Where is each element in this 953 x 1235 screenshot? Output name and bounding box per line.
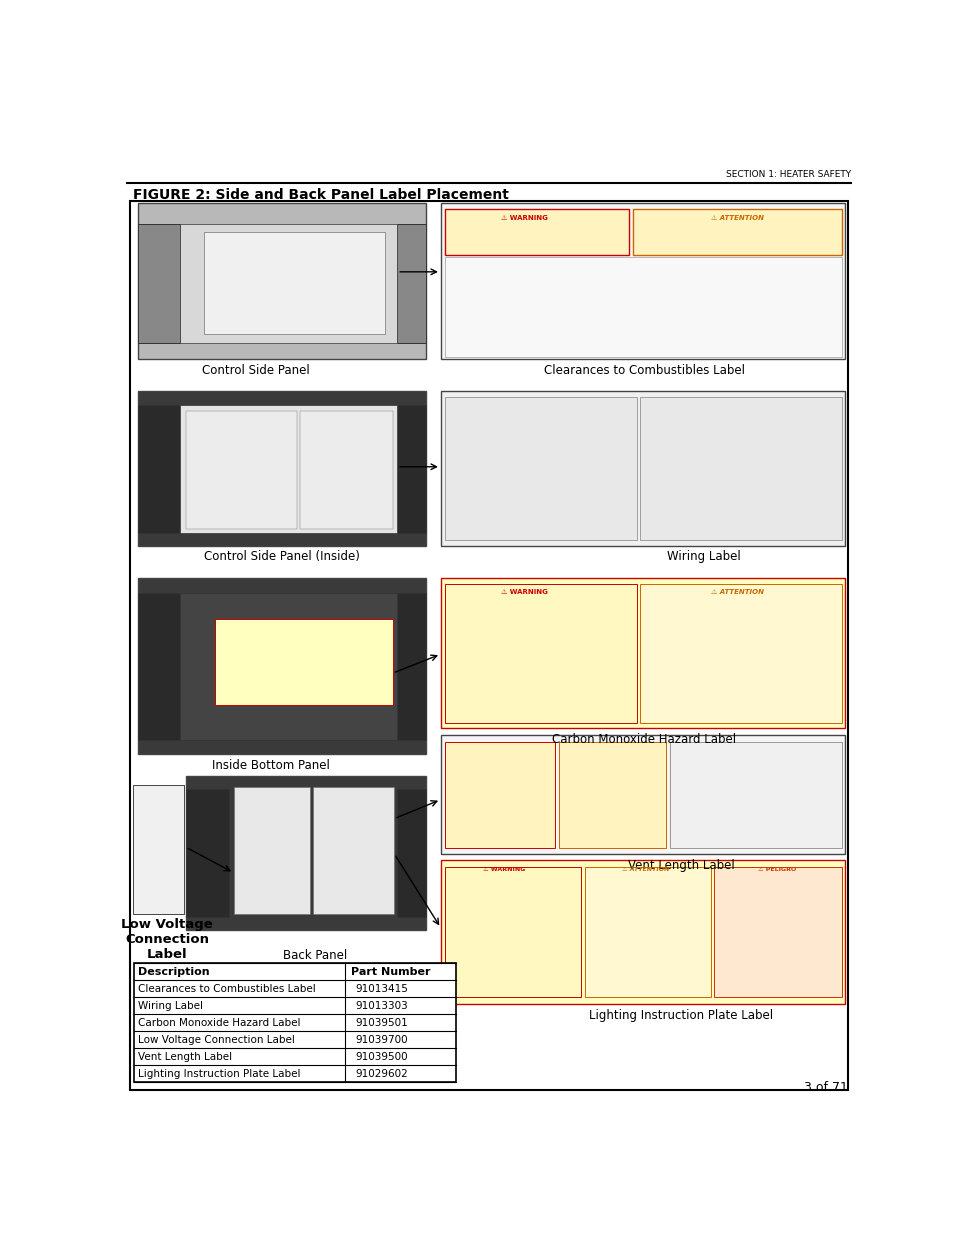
- Bar: [444, 741, 555, 848]
- Bar: [558, 741, 665, 848]
- Bar: [444, 209, 629, 254]
- Text: Lighting Instruction Plate Label: Lighting Instruction Plate Label: [137, 1068, 300, 1078]
- Bar: [186, 411, 296, 529]
- Text: Carbon Monoxide Hazard Label: Carbon Monoxide Hazard Label: [552, 734, 736, 746]
- Bar: [639, 584, 841, 722]
- Text: Vent Length Label: Vent Length Label: [137, 1051, 232, 1062]
- Bar: [137, 578, 426, 753]
- Text: ⚠ WARNING: ⚠ WARNING: [500, 215, 547, 221]
- Text: Back Panel: Back Panel: [283, 948, 347, 962]
- Text: Clearances to Combustibles Label: Clearances to Combustibles Label: [137, 983, 315, 994]
- Bar: [440, 578, 844, 729]
- Bar: [444, 867, 580, 998]
- Bar: [444, 398, 636, 540]
- Text: ⚠ ATTENTION: ⚠ ATTENTION: [710, 215, 763, 221]
- Bar: [186, 789, 229, 916]
- Text: SECTION 1: HEATER SAFETY: SECTION 1: HEATER SAFETY: [725, 169, 850, 179]
- Bar: [300, 411, 393, 529]
- Text: Inside Bottom Panel: Inside Bottom Panel: [212, 758, 330, 772]
- Bar: [633, 209, 841, 254]
- Text: Wiring Label: Wiring Label: [137, 1000, 203, 1010]
- Bar: [584, 867, 710, 998]
- Bar: [180, 405, 396, 534]
- Text: Lighting Instruction Plate Label: Lighting Instruction Plate Label: [588, 1009, 773, 1021]
- Bar: [669, 741, 841, 848]
- Text: Part Number: Part Number: [351, 967, 430, 977]
- Bar: [204, 232, 385, 333]
- Bar: [137, 204, 426, 359]
- Bar: [396, 593, 426, 740]
- Text: 91039700: 91039700: [355, 1035, 408, 1045]
- Text: 91013415: 91013415: [355, 983, 408, 994]
- Text: 91039500: 91039500: [355, 1051, 408, 1062]
- Text: FIGURE 2: Side and Back Panel Label Placement: FIGURE 2: Side and Back Panel Label Plac…: [132, 188, 508, 203]
- Text: Wiring Label: Wiring Label: [666, 551, 740, 563]
- Bar: [396, 405, 426, 534]
- Text: Description: Description: [137, 967, 209, 977]
- Bar: [137, 390, 426, 546]
- Bar: [313, 787, 394, 914]
- Bar: [440, 390, 844, 546]
- Bar: [180, 225, 396, 343]
- Bar: [396, 225, 426, 343]
- Bar: [440, 204, 844, 359]
- Bar: [396, 789, 426, 916]
- Text: Control Side Panel (Inside): Control Side Panel (Inside): [204, 551, 359, 563]
- Text: Carbon Monoxide Hazard Label: Carbon Monoxide Hazard Label: [137, 1018, 300, 1028]
- Text: Control Side Panel: Control Side Panel: [202, 364, 310, 377]
- Text: 91013303: 91013303: [355, 1000, 408, 1010]
- Text: Vent Length Label: Vent Length Label: [627, 858, 734, 872]
- Text: 91029602: 91029602: [355, 1068, 408, 1078]
- Bar: [132, 785, 184, 914]
- Bar: [186, 776, 426, 930]
- Bar: [133, 963, 456, 1082]
- Text: 91039501: 91039501: [355, 1018, 408, 1028]
- Text: Low Voltage
Connection
Label: Low Voltage Connection Label: [121, 919, 213, 962]
- Bar: [137, 593, 180, 740]
- Bar: [444, 257, 841, 357]
- Bar: [233, 787, 310, 914]
- Text: Low Voltage Connection Label: Low Voltage Connection Label: [137, 1035, 294, 1045]
- Bar: [440, 860, 844, 1004]
- Bar: [639, 398, 841, 540]
- Text: ⚠ ATTENTION: ⚠ ATTENTION: [621, 867, 669, 872]
- Text: ⚠ WARNING: ⚠ WARNING: [482, 867, 524, 872]
- Bar: [180, 593, 396, 740]
- Bar: [137, 405, 180, 534]
- Text: ⚠ WARNING: ⚠ WARNING: [500, 589, 547, 595]
- Bar: [714, 867, 841, 998]
- Text: Clearances to Combustibles Label: Clearances to Combustibles Label: [543, 364, 744, 377]
- Bar: [215, 619, 393, 704]
- Bar: [137, 225, 180, 343]
- Text: ⚠ PELIGRO: ⚠ PELIGRO: [758, 867, 796, 872]
- Bar: [440, 735, 844, 853]
- Text: 3 of 71: 3 of 71: [802, 1082, 846, 1094]
- Text: ⚠ ATTENTION: ⚠ ATTENTION: [710, 589, 763, 595]
- Bar: [444, 584, 636, 722]
